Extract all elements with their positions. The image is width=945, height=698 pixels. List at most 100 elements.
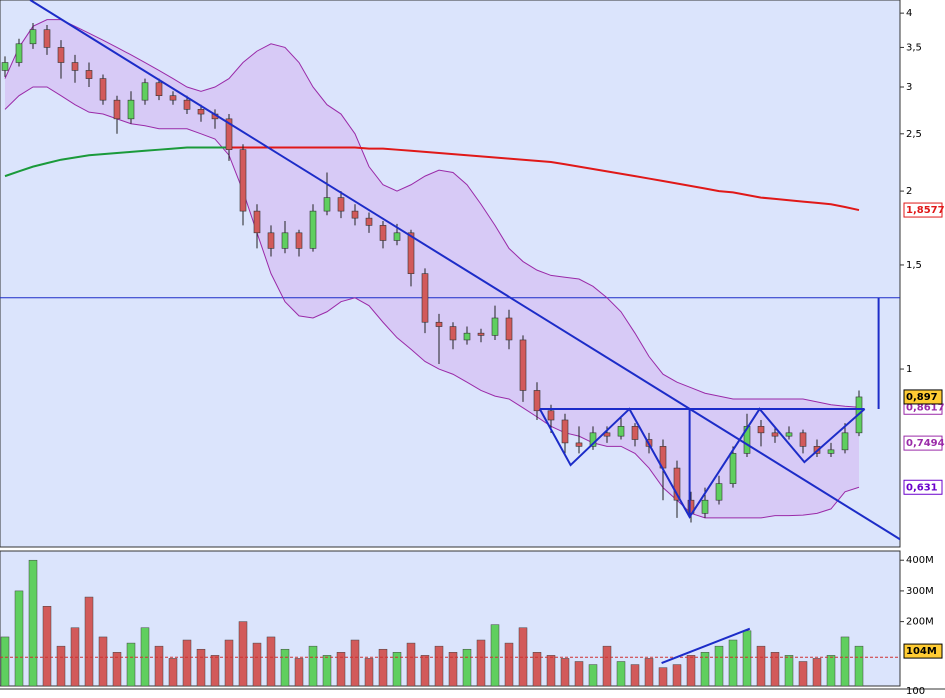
volume-bar (14, 590, 24, 686)
volume-bar (630, 664, 640, 686)
volume-bar (616, 661, 626, 686)
price-plot (0, 0, 900, 541)
candle-body (155, 82, 163, 96)
candle-body (715, 483, 723, 501)
volume-bar (266, 636, 276, 686)
candle-body (449, 326, 457, 341)
candle-body (729, 453, 737, 484)
value-badge (903, 202, 943, 218)
value-badge-label: 0,897 (906, 392, 938, 403)
volume-bar (840, 636, 850, 686)
candle-body (351, 210, 359, 219)
candle-body (99, 78, 107, 101)
volume-bar (448, 652, 458, 686)
volume-bar (336, 652, 346, 686)
volume-bar (756, 645, 766, 686)
volume-plot (0, 559, 900, 686)
volume-bar (224, 639, 234, 686)
volume-bar (826, 655, 836, 686)
candle-body (225, 118, 233, 150)
volume-bar (168, 658, 178, 686)
volume-bar (42, 606, 52, 686)
v-tick-label: 200M (906, 617, 934, 628)
candle-body (491, 317, 499, 336)
drawing-line (29, 0, 900, 541)
volume-bar (154, 645, 164, 686)
volume-bar (252, 642, 262, 686)
y-tick-label: 2,5 (906, 129, 922, 140)
candle-body (477, 332, 485, 336)
volume-bar (322, 655, 332, 686)
y-tick-label: 2 (906, 186, 912, 197)
volume-bar (854, 645, 864, 686)
candle-body (71, 62, 79, 71)
volume-bar (462, 648, 472, 686)
overlay-line (4, 19, 860, 408)
candle-body (827, 449, 835, 454)
candle-body (253, 210, 261, 234)
overlay-line (4, 86, 860, 519)
volume-bar (126, 642, 136, 686)
volume-bar (112, 652, 122, 686)
candle-body (463, 332, 471, 341)
volume-bar (714, 645, 724, 686)
volume-bar (280, 648, 290, 686)
volume-bar (28, 559, 38, 686)
lower-panel-tick: 100 (906, 686, 925, 697)
candle-body (421, 273, 429, 323)
candle-body (393, 232, 401, 241)
volume-bar (798, 661, 808, 686)
volume-bar (350, 639, 360, 686)
candle-body (323, 197, 331, 212)
volume-bar (784, 655, 794, 686)
y-tick-label: 3 (906, 82, 912, 93)
candle-body (295, 232, 303, 249)
volume-bar (196, 648, 206, 686)
volume-bar (644, 658, 654, 686)
bollinger-band (5, 19, 859, 518)
volume-bar (294, 658, 304, 686)
value-badge (903, 479, 943, 495)
candle-body (547, 410, 555, 421)
candle-body (673, 467, 681, 501)
volume-bar (672, 664, 682, 686)
volume-bar (406, 642, 416, 686)
candle-body (505, 317, 513, 341)
candle-body (575, 442, 583, 447)
value-badge (903, 389, 943, 405)
candle-body (43, 29, 51, 48)
volume-bar (602, 645, 612, 686)
volume-bar (0, 636, 10, 686)
v-tick-label: 400M (906, 555, 934, 566)
volume-bar (812, 658, 822, 686)
candle-body (519, 339, 527, 391)
volume-bar (504, 642, 514, 686)
volume-bar (658, 667, 668, 686)
drawing-line (661, 627, 751, 664)
volume-bar (574, 661, 584, 686)
volume-bar (728, 639, 738, 686)
candle-body (841, 432, 849, 451)
value-badge-label: 0,631 (906, 482, 938, 493)
value-badge-label: 104M (906, 646, 937, 657)
candle-body (785, 432, 793, 437)
candle-body (113, 99, 121, 120)
candle-body (701, 499, 709, 514)
candle-body (407, 232, 415, 274)
candle-body (127, 99, 135, 120)
volume-bar (420, 655, 430, 686)
overlay-line (229, 146, 860, 212)
volume-bar (98, 636, 108, 686)
volume-bar (742, 630, 752, 686)
candle-body (309, 210, 317, 249)
y-tick-label: 4 (906, 8, 912, 19)
value-badge-label: 0,8617 (906, 402, 945, 413)
v-tick-label: 300M (906, 586, 934, 597)
volume-bar (308, 645, 318, 686)
volume-bar (56, 645, 66, 686)
candle-body (29, 29, 37, 45)
candle-body (631, 426, 639, 440)
overlay-line (4, 146, 229, 178)
candle-body (771, 432, 779, 437)
